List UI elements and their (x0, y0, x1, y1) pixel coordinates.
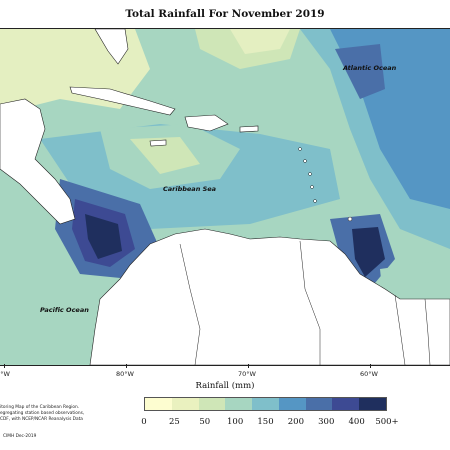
pacific-ocean-label: Pacific Ocean (40, 306, 89, 314)
tick-mark-80w (126, 364, 127, 368)
legend-label-8: 500+ (375, 417, 399, 427)
legend-swatch-4 (252, 398, 279, 410)
tick-mark-60w (370, 364, 371, 368)
legend-swatch-7 (332, 398, 360, 410)
lon-tick-label-80w: 80°W (116, 370, 134, 378)
rainfall-map (0, 28, 450, 366)
rainfall-map-canvas (0, 29, 450, 365)
legend-label-2: 50 (199, 417, 211, 427)
map-title: Total Rainfall For November 2019 (125, 8, 325, 20)
legend-swatch-2 (198, 398, 226, 410)
footer-line-1: itoring Map of the Caribbean Region. (0, 405, 80, 410)
footer-line-2: egregating station based observations, (0, 411, 85, 416)
lon-tick-label-90w: 90°W (0, 370, 10, 378)
tick-mark-70w (248, 364, 249, 368)
legend-title: Rainfall (mm) (195, 381, 255, 391)
caribbean-sea-label: Caribbean Sea (163, 185, 217, 193)
legend-label-4: 150 (257, 417, 274, 427)
tick-mark-90w (4, 364, 5, 368)
lon-tick-label-60w: 60°W (360, 370, 378, 378)
legend-swatch-6 (305, 398, 333, 410)
legend-label-5: 200 (287, 417, 304, 427)
legend-swatch-3 (225, 398, 253, 410)
color-legend-bar (144, 397, 387, 411)
legend-label-1: 25 (168, 417, 180, 427)
legend-swatch-0 (145, 398, 172, 410)
legend-swatch-5 (278, 398, 306, 410)
legend-swatch-1 (171, 398, 199, 410)
legend-label-3: 100 (227, 417, 244, 427)
legend-label-7: 400 (348, 417, 365, 427)
legend-label-6: 300 (318, 417, 335, 427)
footer-line-3: CDF, with NCEP/NCAR Reanalysis Data (0, 417, 83, 422)
legend-swatch-8 (359, 398, 387, 410)
legend-label-0: 0 (141, 417, 147, 427)
atlantic-ocean-label: Atlantic Ocean (343, 64, 397, 72)
credit-text: CIMH Dec-2019 (3, 434, 37, 439)
lon-tick-label-70w: 70°W (238, 370, 256, 378)
